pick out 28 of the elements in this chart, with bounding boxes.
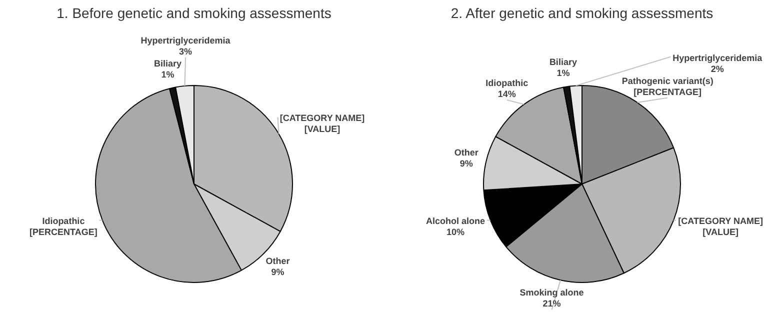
slice-label: Other (454, 147, 479, 158)
slice-label: Alcohol alone (426, 216, 486, 226)
data-label: [VALUE] (304, 124, 340, 134)
slice-label: Hypertriglyceridemia (672, 52, 764, 63)
slice-label: Other (266, 256, 290, 266)
data-label: 21% (542, 298, 561, 309)
slice-label: Biliary (154, 58, 182, 68)
data-label: 10% (446, 227, 465, 238)
chart-title: 2. After genetic and smoking assessments (450, 4, 714, 23)
data-label: 1% (161, 69, 174, 80)
data-label: 1% (556, 68, 570, 78)
slice-label: [CATEGORY NAME] (678, 216, 763, 226)
data-label: 3% (179, 46, 192, 56)
slice-label: Idiopathic (486, 78, 528, 88)
data-label: [PERCENTAGE] (634, 86, 702, 97)
data-label: 9% (460, 158, 473, 168)
slice-label: Hypertriglyceridemia (140, 35, 232, 46)
data-label: [VALUE] (702, 227, 738, 238)
slice-label: Biliary (549, 56, 577, 67)
data-label: [PERCENTAGE] (30, 227, 98, 238)
slice-label: [CATEGORY NAME] (280, 113, 365, 124)
slice-label: Idiopathic (42, 216, 85, 226)
slice-label: Smoking alone (520, 288, 584, 298)
chart-title: 1. Before genetic and smoking assessments (56, 4, 332, 23)
data-label: 9% (271, 267, 284, 278)
slice-label: Pathogenic variant(s) (622, 76, 714, 86)
data-label: 14% (498, 88, 516, 99)
data-label: 2% (710, 64, 724, 74)
